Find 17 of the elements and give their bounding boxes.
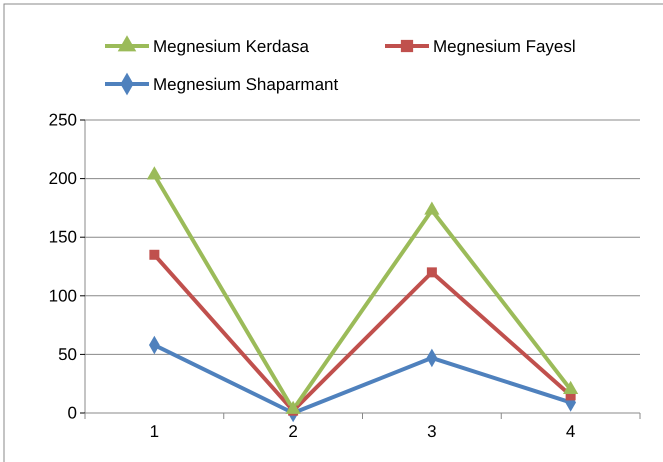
y-tick-label: 50 [58,344,77,364]
y-tick-label: 100 [48,286,77,306]
y-tick-label: 250 [48,110,77,130]
legend-label: Megnesium Shaparmant [153,75,338,94]
legend-label: Megnesium Fayesl [433,37,576,56]
x-tick-label: 2 [288,422,298,442]
point [149,250,160,260]
y-tick-label: 200 [48,169,77,188]
y-tick-label: 150 [48,228,77,247]
x-tick-label: 3 [427,422,437,442]
point [424,201,440,215]
legend-label: Megnesium Kerdasa [153,37,310,56]
point [146,166,162,180]
y-tick-label: 0 [68,403,77,422]
x-tick-label: 4 [566,422,576,442]
x-tick-label: 1 [150,422,160,442]
point [426,267,437,278]
